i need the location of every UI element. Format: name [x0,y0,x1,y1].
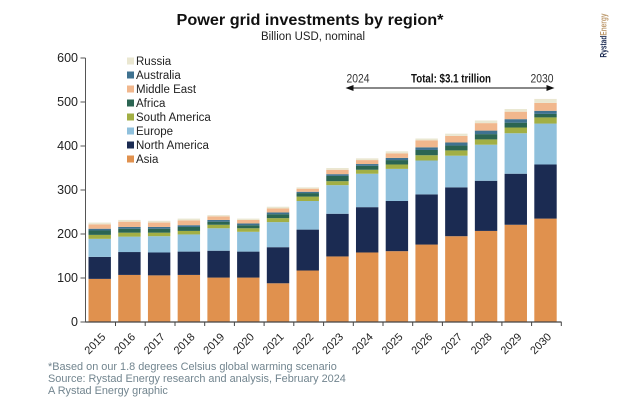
svg-text:Total: $3.1 trillion: Total: $3.1 trillion [411,74,491,86]
svg-text:North America: North America [136,140,209,152]
svg-text:2024: 2024 [347,74,371,86]
svg-text:400: 400 [57,139,78,153]
svg-text:Africa: Africa [136,98,166,110]
svg-text:RystadEnergy: RystadEnergy [599,14,609,58]
svg-text:Australia: Australia [136,70,181,82]
svg-text:200: 200 [57,227,78,241]
svg-text:Russia: Russia [136,56,172,68]
svg-text:100: 100 [57,271,78,285]
svg-text:500: 500 [57,95,78,109]
svg-text:Billion USD, nominal: Billion USD, nominal [261,31,365,43]
svg-text:*Based on our 1.8 degrees Cels: *Based on our 1.8 degrees Celsius global… [48,361,337,373]
svg-text:Source: Rystad Energy research: Source: Rystad Energy research and analy… [48,373,346,385]
svg-text:Asia: Asia [136,154,159,166]
svg-text:2030: 2030 [531,74,554,86]
svg-text:Europe: Europe [136,126,173,138]
svg-text:Power grid investments by regi: Power grid investments by region* [177,12,445,29]
svg-text:A Rystad Energy graphic: A Rystad Energy graphic [48,385,168,397]
svg-text:Middle East: Middle East [136,84,197,96]
svg-text:600: 600 [57,51,78,65]
svg-text:South America: South America [136,112,211,124]
svg-text:300: 300 [57,183,78,197]
svg-text:0: 0 [71,315,78,329]
